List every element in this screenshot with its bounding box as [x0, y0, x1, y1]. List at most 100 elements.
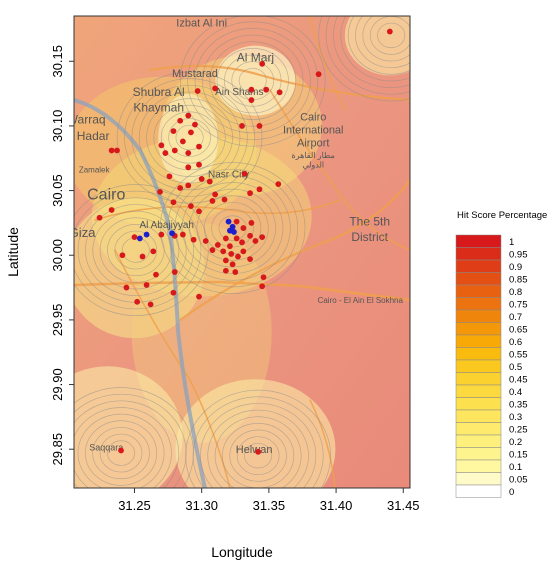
data-point-red	[247, 232, 253, 239]
legend-level-label: 0.85	[509, 274, 528, 285]
place-label: الدولي	[302, 160, 324, 169]
place-label: Saqqara	[89, 442, 123, 452]
data-point-red	[96, 214, 103, 221]
data-point-red	[276, 89, 283, 96]
data-point-red	[153, 271, 159, 278]
data-point-red	[209, 198, 216, 204]
legend-swatch	[455, 422, 502, 436]
data-point-red	[222, 267, 229, 274]
place-label: Cairo	[87, 187, 125, 204]
data-point-red	[275, 181, 282, 188]
data-point-red	[196, 161, 202, 168]
data-point-red	[166, 173, 173, 180]
contour-line	[174, 175, 291, 281]
data-point-red	[239, 123, 245, 129]
data-point-red	[114, 147, 120, 154]
data-point-red	[179, 231, 186, 238]
legend-level-label: 0.15	[509, 449, 528, 460]
data-point-red	[139, 253, 146, 260]
contour-line	[362, 16, 410, 62]
legend-level-label: 0	[509, 487, 514, 498]
data-point-red	[256, 186, 263, 193]
data-point-red	[239, 239, 245, 246]
contour-line	[131, 84, 248, 191]
place-label: Cairo	[300, 112, 326, 124]
legend-level-label: 0.55	[509, 349, 528, 360]
road	[148, 64, 410, 102]
legend-swatch	[455, 297, 502, 311]
contour-line	[200, 403, 317, 488]
data-point-red	[171, 147, 178, 154]
contour-line	[85, 204, 187, 297]
x-axis: 31.25 31.30 31.35 31.40 31.45	[118, 488, 420, 513]
legend-level-label: 0.2	[509, 437, 522, 448]
legend-level-label: 0.6	[509, 337, 522, 348]
contour-line	[196, 195, 269, 261]
contour-line	[74, 387, 194, 488]
data-point-red	[263, 86, 270, 93]
data-point-red	[220, 248, 227, 255]
contour-line	[74, 190, 202, 310]
legend-level-label: 1	[509, 237, 514, 248]
legend-swatch	[455, 309, 502, 323]
contour-line	[77, 413, 165, 488]
road	[269, 89, 410, 251]
plot-frame	[73, 15, 411, 489]
road	[74, 280, 410, 302]
place-label: International	[283, 125, 344, 137]
contour-line	[167, 168, 299, 288]
legend-swatch	[455, 447, 502, 461]
data-point-red	[147, 301, 154, 308]
data-point-blue	[225, 218, 232, 225]
data-point-red	[170, 128, 177, 134]
contour-line	[318, 16, 410, 102]
road	[178, 178, 410, 322]
place-label: Cairo - El Ain El Sokhna	[318, 296, 404, 305]
legend-swatch	[455, 259, 502, 273]
contour-line	[168, 118, 211, 157]
x-axis-label: Longitude	[211, 544, 273, 560]
data-point-red	[170, 289, 177, 296]
place-label: Airport	[297, 138, 329, 150]
data-point-blue	[136, 235, 143, 242]
place-label: Al Marj	[237, 50, 274, 64]
contour-line	[179, 16, 326, 147]
legend-level-label: 0.05	[509, 474, 528, 485]
contour-line	[175, 124, 204, 151]
data-point-red	[248, 220, 255, 226]
legend-swatch	[455, 234, 502, 248]
contour-line	[74, 184, 209, 316]
contour-line	[74, 407, 172, 488]
legend-swatch	[455, 272, 502, 286]
contour-line	[377, 22, 406, 49]
data-point-red	[196, 293, 202, 300]
contour-line	[74, 393, 187, 488]
contour-line	[181, 182, 284, 275]
place-label: Mustarad	[172, 68, 218, 80]
data-point-red	[202, 238, 209, 244]
data-point-red	[185, 150, 192, 156]
data-point-red	[177, 185, 184, 191]
y-tick-label: 30.10	[50, 110, 65, 143]
contour-line	[107, 440, 136, 466]
place-label: The 5th	[349, 214, 390, 228]
legend-level-label: 0.3	[509, 412, 522, 423]
legend-swatch	[455, 359, 502, 373]
contour-line	[185, 389, 331, 488]
contour-line	[333, 16, 410, 88]
contour-line	[229, 429, 287, 482]
road	[309, 16, 346, 111]
legend-swatch	[455, 484, 502, 498]
data-point-red	[212, 191, 219, 198]
data-point-red	[229, 261, 236, 268]
place-label: Al Hadar	[63, 129, 110, 143]
y-tick-label: 29.90	[50, 368, 65, 401]
contour-line	[325, 16, 410, 95]
contour-line	[159, 162, 306, 294]
place-label-layer: Izbat Al Ini Mustarad Al Marj Ain Shams Shub…	[63, 17, 404, 456]
legend-swatch	[455, 372, 502, 386]
data-point-red	[222, 235, 229, 242]
y-tick-label: 30.05	[50, 174, 65, 207]
contour-line	[216, 48, 289, 114]
place-label: Warraq	[67, 112, 106, 126]
